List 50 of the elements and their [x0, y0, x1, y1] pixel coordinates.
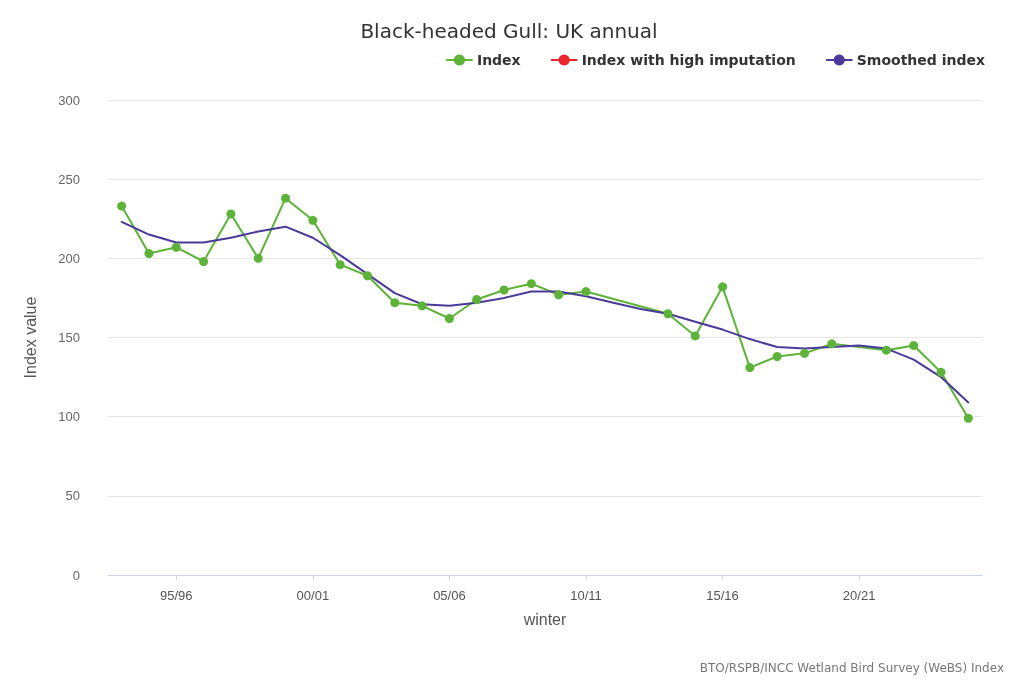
point [417, 301, 427, 311]
line-series [120, 220, 970, 404]
y-tick-label: 250 [58, 171, 80, 187]
point [772, 352, 782, 361]
y-tick-label: 200 [58, 250, 80, 266]
point [690, 331, 700, 341]
x-axis-title: winter [522, 610, 568, 628]
point [144, 249, 154, 259]
point [745, 363, 755, 373]
x-tick-label: 15/16 [706, 588, 739, 603]
point [253, 253, 263, 263]
point [472, 295, 482, 304]
y-tick-label: 0 [72, 567, 80, 583]
y-tick-label: 50 [65, 488, 80, 504]
x-tick-label: 95/96 [160, 588, 193, 603]
point [171, 242, 181, 252]
point [281, 193, 291, 203]
point [663, 309, 673, 319]
legend-label: Smoothed index [856, 52, 986, 68]
legend-label: Index with high imputation [581, 52, 796, 68]
point [881, 345, 891, 355]
y-tick-label: 150 [58, 330, 80, 345]
point [199, 257, 209, 266]
point [526, 279, 536, 289]
chart-title: Black-headed Gull: UK annual [360, 19, 658, 43]
point [799, 348, 809, 358]
point [909, 340, 919, 350]
legend-label: Index [476, 52, 521, 68]
point [499, 285, 509, 295]
x-tick-label: 20/21 [842, 588, 876, 603]
y-axis-title: Index value [21, 296, 39, 379]
point [335, 260, 345, 270]
x-tick-label: 00/01 [296, 588, 330, 603]
point [581, 287, 591, 297]
y-tick-label: 300 [58, 92, 80, 108]
point [390, 298, 400, 308]
point [827, 339, 837, 349]
text: BTO/RSPB/INCC Wetland Bird Survey (WeBS) Index [699, 661, 1005, 675]
x-tick-label: 05/06 [433, 588, 466, 603]
y-tick-label: 100 [58, 409, 80, 425]
point [554, 290, 564, 300]
point [226, 209, 236, 219]
point [444, 314, 454, 323]
point [963, 413, 973, 423]
point [308, 215, 318, 225]
point [936, 367, 946, 377]
x-tick-label: 10/11 [570, 588, 602, 603]
point [117, 201, 127, 211]
point [718, 282, 728, 292]
point [362, 271, 372, 281]
